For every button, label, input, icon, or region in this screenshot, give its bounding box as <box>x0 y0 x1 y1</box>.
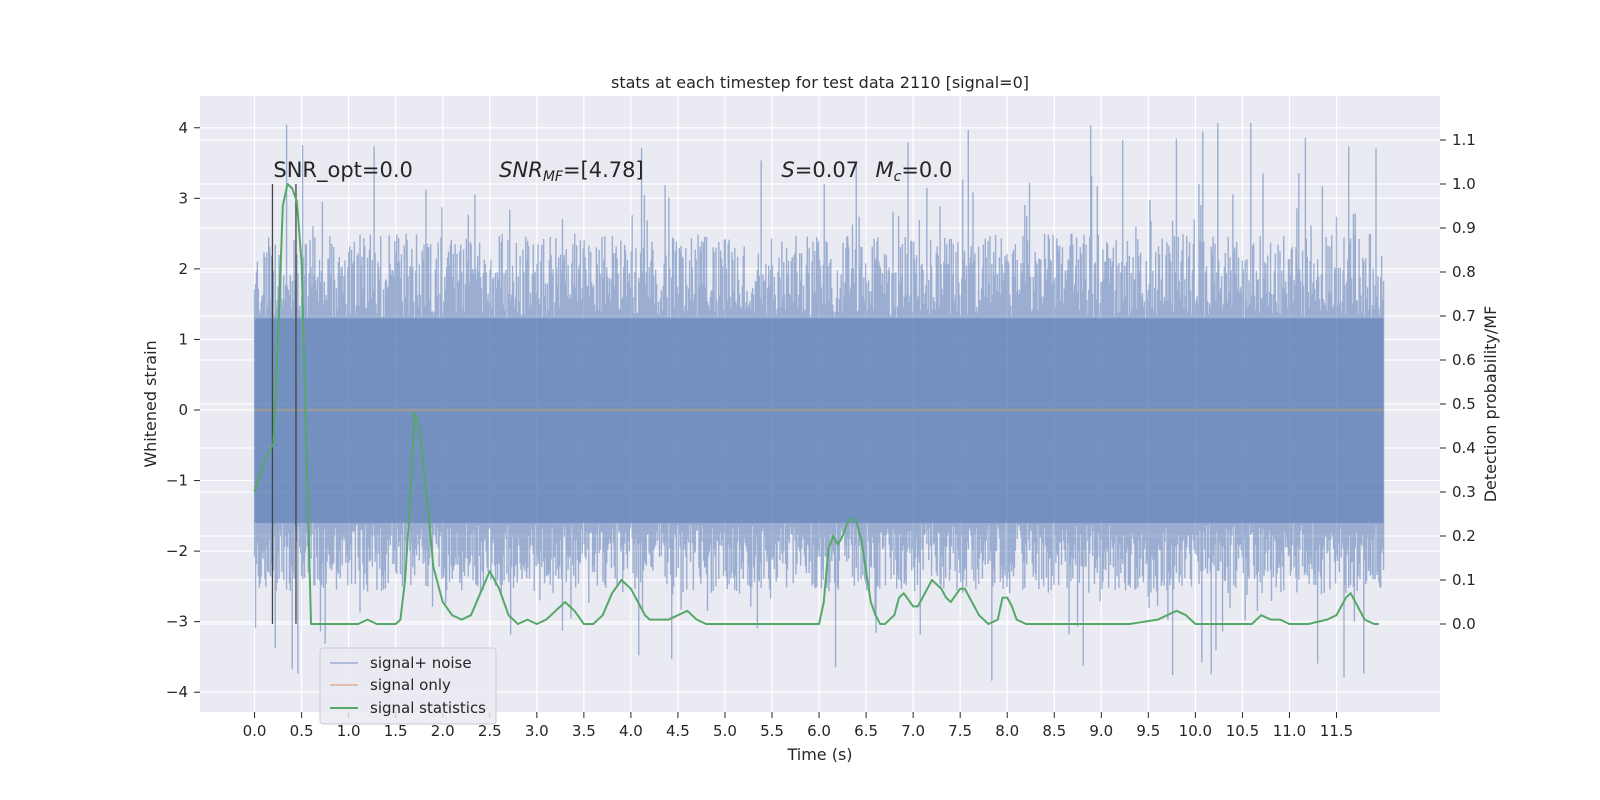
x-axis-title: Time (s) <box>786 745 852 764</box>
legend-label-noise: signal+ noise <box>370 654 472 672</box>
x-tick-label-0: 0.0 <box>243 722 267 740</box>
y-tick-label-5: 1 <box>178 330 188 348</box>
x-tick-label-14: 7.0 <box>901 722 925 740</box>
x-tick-label-21: 10.5 <box>1226 722 1259 740</box>
x-tick-label-17: 8.5 <box>1042 722 1066 740</box>
y-tick-label-8: 4 <box>178 119 188 137</box>
y-right-tick-label-5: 0.5 <box>1452 395 1476 413</box>
y-right-tick-label-4: 0.4 <box>1452 439 1476 457</box>
x-tick-label-5: 2.5 <box>478 722 502 740</box>
x-tick-label-1: 0.5 <box>290 722 314 740</box>
y-right-tick-label-2: 0.2 <box>1452 527 1476 545</box>
y-right-tick-label-6: 0.6 <box>1452 351 1476 369</box>
annotation-1: SNRMF=[4.78] <box>499 158 644 185</box>
signal-noise-series <box>253 123 1385 681</box>
legend-label-statistics: signal statistics <box>370 699 486 717</box>
y-tick-label-6: 2 <box>178 260 188 278</box>
x-tick-label-8: 4.0 <box>619 722 643 740</box>
x-tick-label-12: 6.0 <box>807 722 831 740</box>
legend-box <box>319 647 497 725</box>
noise-band <box>254 318 1384 523</box>
y-right-axis-title: Detection probability/MF <box>1481 306 1500 503</box>
legend: signal+ noise signal only signal statist… <box>319 647 497 725</box>
y-tick-label-1: −3 <box>166 613 188 631</box>
x-tick-label-16: 8.0 <box>995 722 1019 740</box>
x-tick-label-10: 5.0 <box>713 722 737 740</box>
y-tick-label-3: −1 <box>166 472 188 490</box>
y-right-tick-label-3: 0.3 <box>1452 483 1476 501</box>
chart-title: stats at each timestep for test data 211… <box>611 73 1029 92</box>
x-tick-label-11: 5.5 <box>760 722 784 740</box>
y-right-tick-label-9: 0.9 <box>1452 219 1476 237</box>
x-tick-label-22: 11.0 <box>1273 722 1306 740</box>
x-tick-label-2: 1.0 <box>337 722 361 740</box>
x-tick-label-7: 3.5 <box>572 722 596 740</box>
x-tick-label-9: 4.5 <box>666 722 690 740</box>
x-axis-ticks: 0.0 0.5 1.0 1.5 2.0 2.5 3.0 3.5 4.0 4.5 5.0 5.5 6.0 6… <box>243 712 1353 740</box>
y-tick-label-2: −2 <box>166 542 188 560</box>
vertical-markers <box>271 184 297 624</box>
y-tick-label-0: −4 <box>166 683 188 701</box>
x-tick-label-18: 9.0 <box>1089 722 1113 740</box>
y-right-tick-label-11: 1.1 <box>1452 131 1476 149</box>
y-right-axis-ticks: 0.0 0.1 0.2 0.3 0.4 0.5 0.6 0.7 0.8 0.9 1.0 1.1 <box>1440 131 1476 633</box>
x-tick-label-20: 10.0 <box>1179 722 1212 740</box>
y-right-tick-label-10: 1.0 <box>1452 175 1476 193</box>
x-tick-label-4: 2.0 <box>431 722 455 740</box>
annotation-3: Mc=0.0 <box>876 158 953 185</box>
y-tick-label-7: 3 <box>178 189 188 207</box>
y-right-tick-label-0: 0.0 <box>1452 615 1476 633</box>
y-right-tick-label-8: 0.8 <box>1452 263 1476 281</box>
x-tick-label-13: 6.5 <box>854 722 878 740</box>
x-tick-label-15: 7.5 <box>948 722 972 740</box>
y-axis-title: Whitened strain <box>141 340 160 467</box>
y-tick-label-4: 0 <box>178 401 188 419</box>
y-right-tick-label-7: 0.7 <box>1452 307 1476 325</box>
annotations: SNR_opt=0.0 SNRMF=[4.78] S=0.07 Mc=0.0 <box>273 158 952 185</box>
x-tick-label-3: 1.5 <box>384 722 408 740</box>
y-right-tick-label-1: 0.1 <box>1452 571 1476 589</box>
x-tick-label-19: 9.5 <box>1136 722 1160 740</box>
y-axis-ticks: −4 −3 −2 −1 0 1 2 3 4 <box>166 119 200 701</box>
annotation-0: SNR_opt=0.0 <box>273 158 413 183</box>
x-tick-label-23: 11.5 <box>1320 722 1353 740</box>
statistics-line <box>253 183 1379 625</box>
signal-statistics-series <box>253 183 1379 625</box>
x-tick-label-6: 3.0 <box>525 722 549 740</box>
legend-label-signal: signal only <box>370 676 451 694</box>
annotation-2: S=0.07 <box>781 158 859 182</box>
